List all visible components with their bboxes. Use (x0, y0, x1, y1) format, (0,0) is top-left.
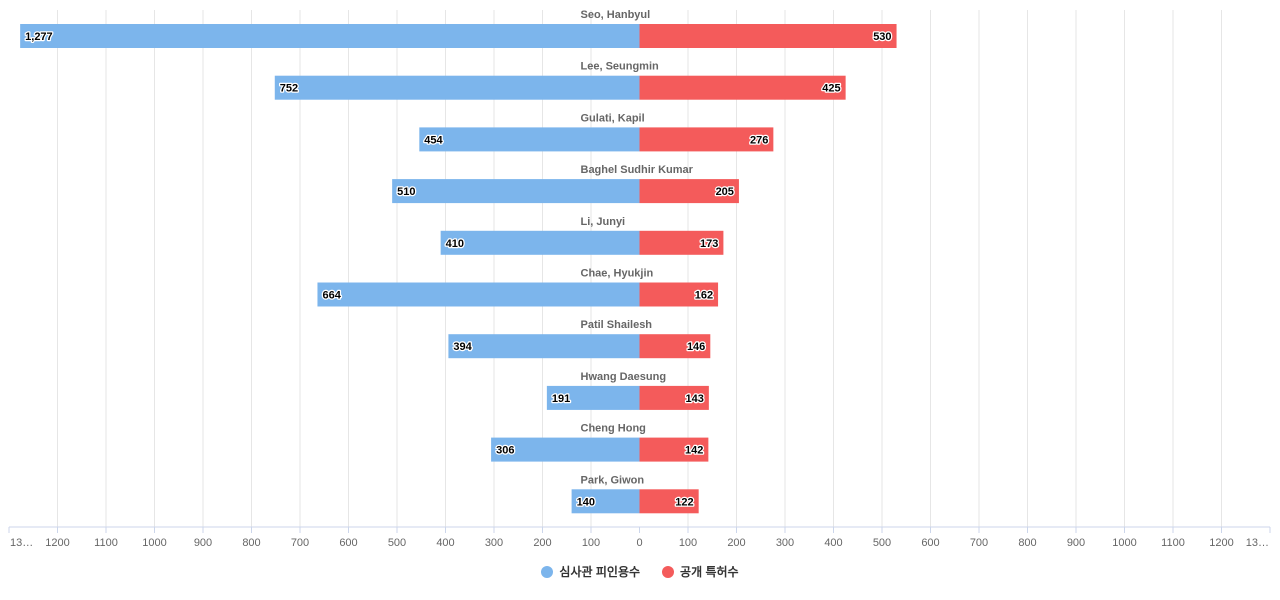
value-label-citations: 664 (322, 290, 341, 302)
value-label-patents: 205 (716, 186, 734, 198)
bar-citations (392, 179, 640, 204)
tick-label: 200 (533, 537, 551, 549)
bar-patents (639, 230, 724, 255)
bar-patents (639, 24, 897, 48)
value-label-patents: 143 (685, 393, 703, 405)
tick-label: 600 (921, 537, 939, 549)
value-label-citations: 140 (577, 496, 595, 508)
bar-patents (639, 489, 699, 514)
category-label: Li, Junyi (581, 216, 626, 228)
tick-label: 1100 (1161, 537, 1185, 549)
tick-label: 13… (1246, 537, 1269, 549)
bar-patents (639, 334, 711, 359)
bar-citations (546, 385, 640, 410)
tick-label: 1000 (1112, 537, 1136, 549)
value-label-citations: 306 (496, 445, 514, 457)
legend-label-citations: 심사관 피인용수 (559, 565, 641, 579)
bar-patents (639, 179, 739, 204)
value-label-citations: 454 (424, 134, 443, 146)
value-label-citations: 394 (453, 341, 472, 353)
tick-label: 1100 (94, 537, 118, 549)
value-label-citations: 510 (397, 186, 415, 198)
bar-citations (571, 489, 640, 514)
value-label-citations: 410 (446, 238, 464, 250)
bar-patents (639, 282, 719, 307)
value-label-patents: 122 (675, 496, 693, 508)
bar-citations (419, 127, 640, 152)
tick-label: 300 (485, 537, 503, 549)
category-label: Park, Giwon (581, 474, 645, 486)
category-label: Gulati, Kapil (581, 112, 645, 124)
category-label: Seo, Hanbyul (581, 9, 651, 21)
value-label-citations: 752 (280, 83, 298, 95)
tick-label: 100 (582, 537, 600, 549)
chart-plot: 1,277 530 Seo, Hanbyul 752 425 Lee, Seungmin 4… (8, 9, 1271, 549)
tick-label: 13… (10, 537, 33, 549)
bar-citations (317, 282, 640, 307)
value-label-patents: 425 (822, 83, 840, 95)
tick-label: 400 (436, 537, 454, 549)
value-label-patents: 276 (750, 134, 768, 146)
bar-patents (639, 385, 709, 410)
tick-label: 0 (636, 537, 642, 549)
bar-patents (639, 127, 774, 152)
value-label-citations: 1,277 (25, 31, 53, 43)
legend-label-patents: 공개 특허수 (680, 565, 739, 579)
tick-label: 1200 (45, 537, 69, 549)
legend-item-patents[interactable]: 공개 특허수 (662, 563, 739, 580)
category-label: Baghel Sudhir Kumar (581, 164, 694, 176)
legend: 심사관 피인용수 공개 특허수 (0, 563, 1280, 580)
bar-patents (639, 437, 709, 462)
category-label: Cheng Hong (581, 423, 646, 435)
tick-label: 200 (727, 537, 745, 549)
tick-label: 400 (824, 537, 842, 549)
tick-label: 1200 (1209, 537, 1233, 549)
bar-citations (20, 24, 640, 48)
value-label-patents: 146 (687, 341, 705, 353)
category-label: Hwang Daesung (581, 371, 667, 383)
category-label: Chae, Hyukjin (581, 268, 654, 280)
tick-label: 100 (679, 537, 697, 549)
tick-label: 500 (388, 537, 406, 549)
tick-label: 1000 (142, 537, 166, 549)
tick-label: 600 (339, 537, 357, 549)
x-axis-ticks: 13… 1200 1100 1000 900 800 700 600 500 400 300 200 1… (8, 527, 1271, 549)
tick-label: 700 (970, 537, 988, 549)
tick-label: 300 (776, 537, 794, 549)
bar-citations (491, 437, 640, 462)
bars (20, 24, 897, 514)
legend-item-citations[interactable]: 심사관 피인용수 (541, 563, 640, 580)
value-label-citations: 191 (552, 393, 570, 405)
category-label: Patil Shailesh (581, 319, 653, 331)
tick-label: 800 (1018, 537, 1036, 549)
bar-citations (274, 75, 640, 100)
tick-label: 500 (873, 537, 891, 549)
legend-swatch-citations (541, 565, 554, 578)
legend-swatch-patents (662, 565, 675, 578)
bar-citations (440, 230, 640, 255)
bar-patents (639, 75, 846, 100)
tick-label: 900 (1067, 537, 1085, 549)
value-label-patents: 173 (700, 238, 718, 250)
value-label-patents: 142 (685, 445, 703, 457)
tick-label: 800 (242, 537, 260, 549)
tick-label: 700 (291, 537, 309, 549)
bar-citations (448, 334, 640, 359)
value-label-patents: 530 (873, 31, 891, 43)
category-label: Lee, Seungmin (581, 61, 660, 73)
labels: 1,277 530 Seo, Hanbyul 752 425 Lee, Seungmin 4… (24, 9, 893, 510)
value-label-patents: 162 (695, 290, 713, 302)
tick-label: 900 (194, 537, 212, 549)
